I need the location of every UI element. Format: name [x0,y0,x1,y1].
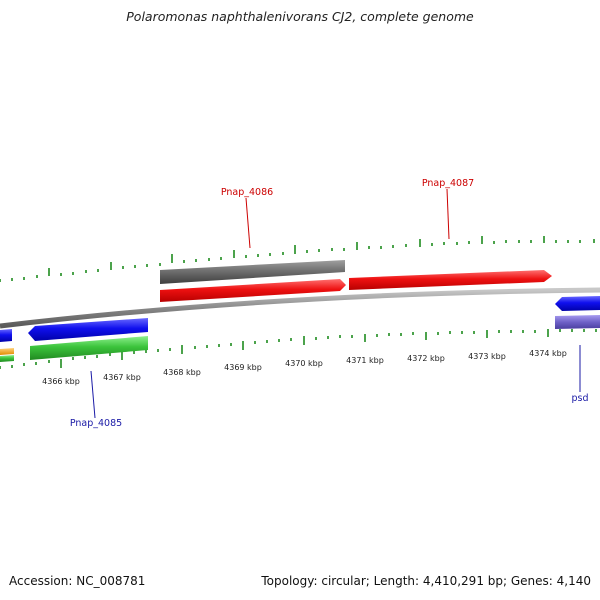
accession-label: Accession: NC_008781 [9,574,146,588]
gene-arrow-left-edge[interactable] [0,329,12,342]
hit-bar-green[interactable] [30,336,148,360]
scale-label-4366: 4366 kbp [42,377,80,386]
scale-label-4368: 4368 kbp [163,368,201,377]
hit-bar-grey[interactable] [160,260,345,284]
gene-arrow-pnap-4085[interactable] [28,318,148,341]
hit-bar-green-edge[interactable] [0,355,14,362]
leader-line-pnap-4086 [245,197,251,249]
hit-bar-orange[interactable] [0,348,14,355]
gene-label-pnap-4086[interactable]: Pnap_4086 [221,187,273,198]
leader-line-pnap-4085 [90,370,96,419]
leader-line-pnap-4087 [446,188,450,240]
gene-label-pnap-4085[interactable]: Pnap_4085 [70,418,122,429]
scale-label-4371: 4371 kbp [346,356,384,365]
gene-arrow-psd[interactable] [555,296,600,311]
hit-bar-purple[interactable] [555,315,600,329]
scale-label-4367: 4367 kbp [103,373,141,382]
genome-backbone [0,287,600,329]
map-title: Polaromonas naphthalenivorans CJ2, compl… [126,9,474,24]
scale-label-4373: 4373 kbp [468,352,506,361]
gene-label-psd[interactable]: psd [571,393,588,404]
gene-label-pnap-4087[interactable]: Pnap_4087 [422,178,474,189]
scale-label-4374: 4374 kbp [529,349,567,358]
scale-label-4370: 4370 kbp [285,359,323,368]
scale-label-4372: 4372 kbp [407,354,445,363]
topology-summary: Topology: circular; Length: 4,410,291 bp… [261,574,591,588]
inner-tick-ruler [0,329,597,369]
gene-arrow-pnap-4087[interactable] [349,270,552,290]
scale-label-4369: 4369 kbp [224,363,262,372]
gene-arrow-pnap-4086[interactable] [160,279,346,302]
outer-tick-ruler [0,236,595,282]
